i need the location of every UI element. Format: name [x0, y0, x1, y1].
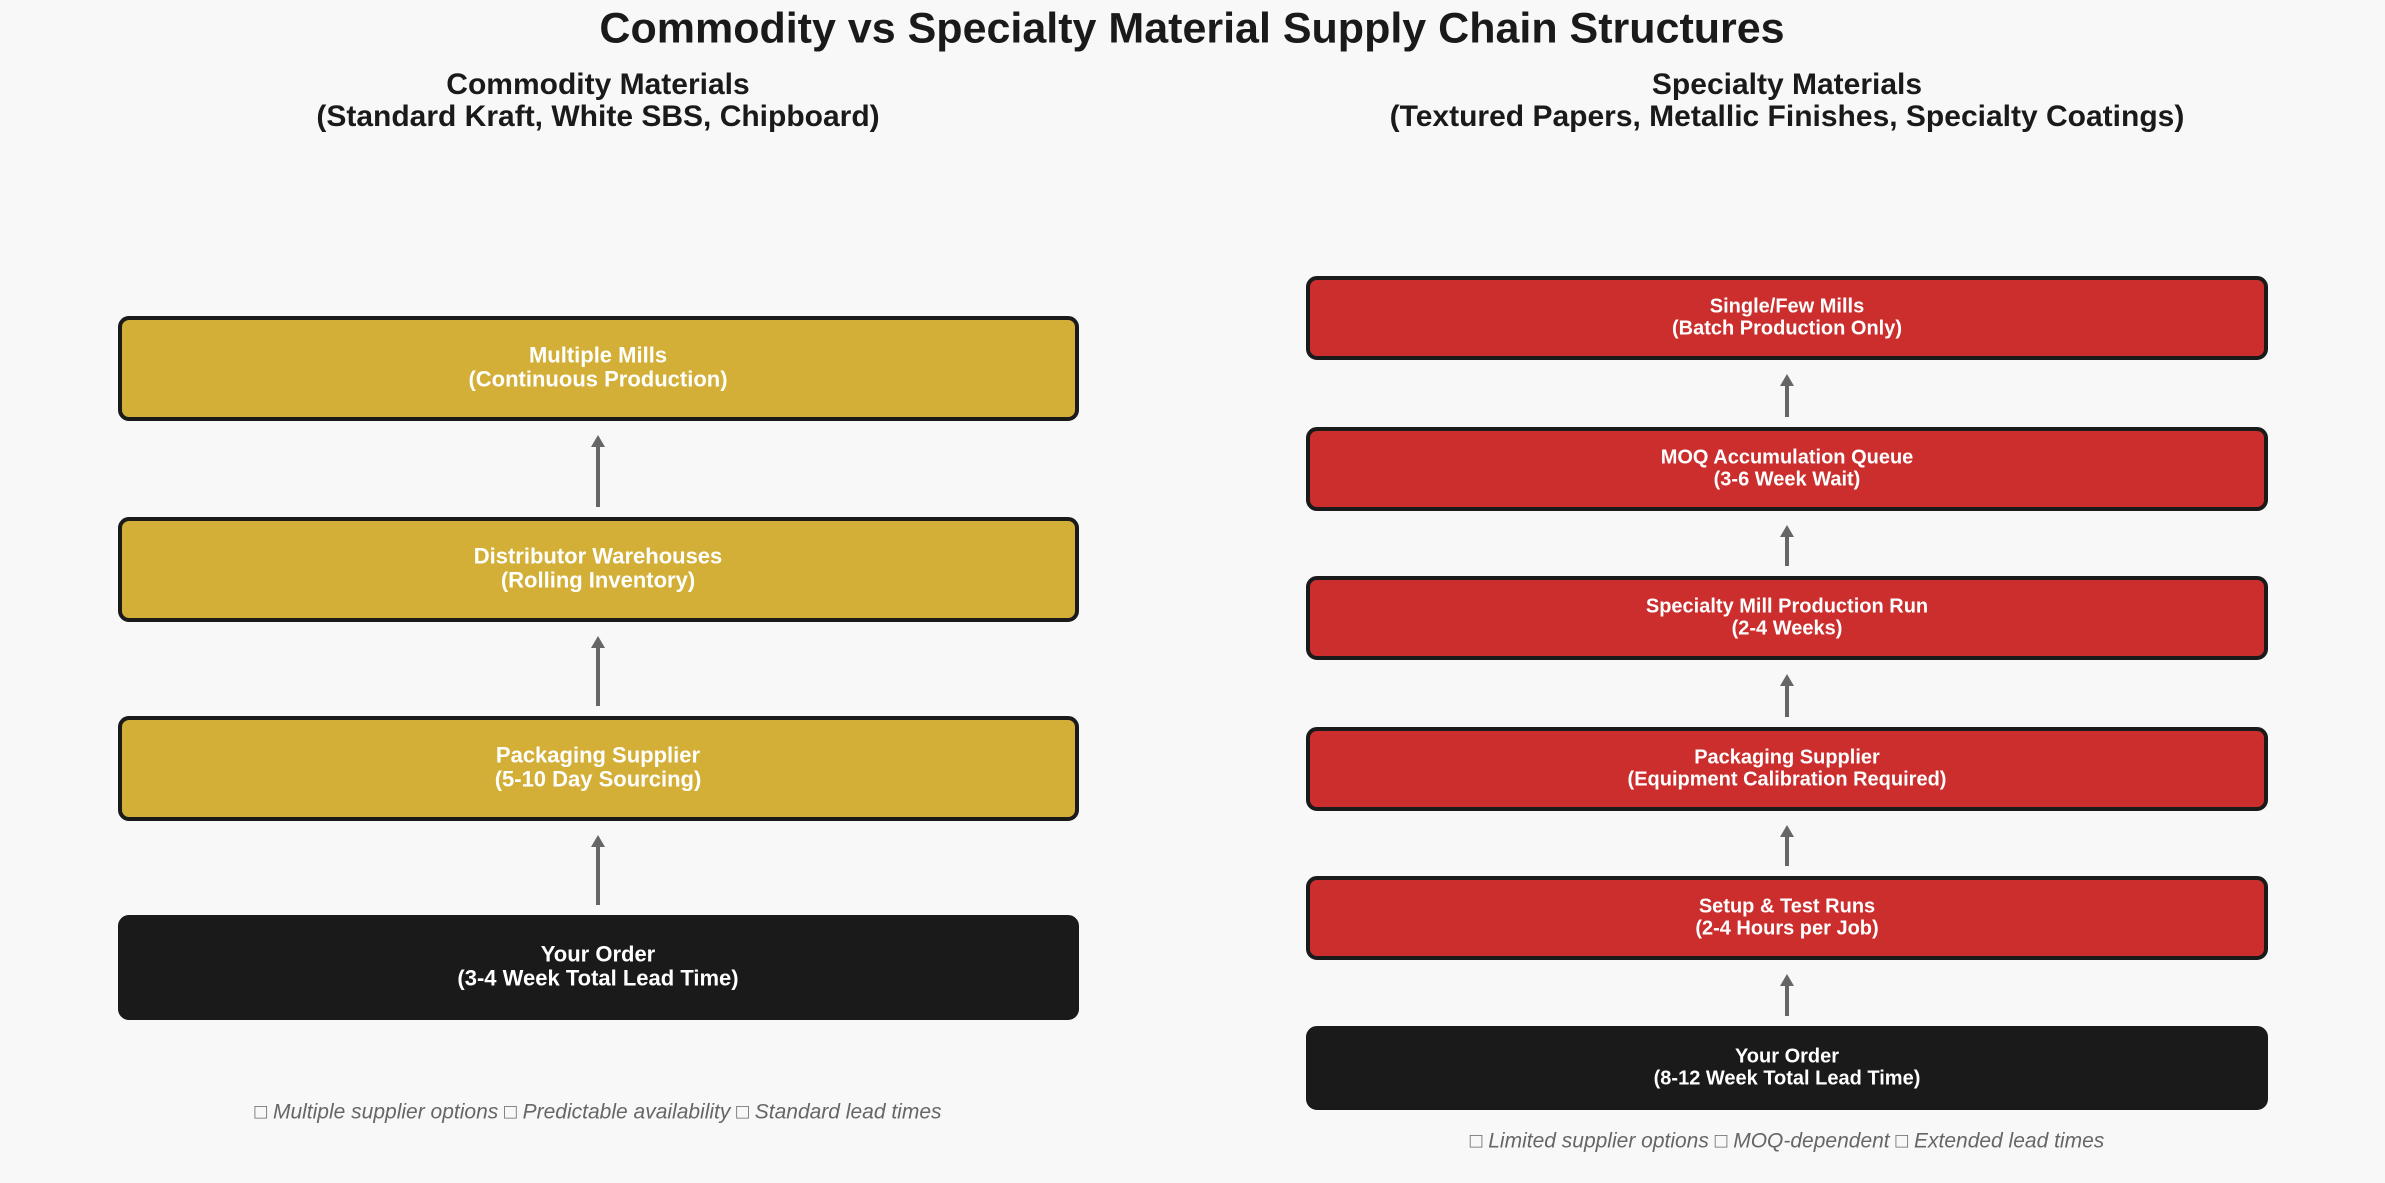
arrow-head [1780, 674, 1794, 686]
node-label: Packaging Supplier [1694, 746, 1880, 768]
node-box [1306, 876, 2268, 960]
node-label: (2-4 Weeks) [1732, 617, 1843, 639]
node-label: (5-10 Day Sourcing) [495, 766, 702, 791]
node-label: Setup & Test Runs [1699, 895, 1875, 917]
panel-title: (Standard Kraft, White SBS, Chipboard) [316, 100, 879, 133]
node-label: Multiple Mills [529, 342, 667, 367]
arrow-head [1780, 374, 1794, 386]
arrow-head [591, 636, 605, 648]
arrow-head [1780, 825, 1794, 837]
panel-title: Commodity Materials [446, 68, 749, 101]
arrow-head [1780, 525, 1794, 537]
node-label: (3-4 Week Total Lead Time) [457, 965, 738, 990]
node-label: (Equipment Calibration Required) [1628, 768, 1947, 790]
node-box [1306, 276, 2268, 360]
node-label: (Batch Production Only) [1672, 317, 1902, 339]
node-label: Specialty Mill Production Run [1646, 595, 1928, 617]
node-box [118, 316, 1079, 421]
node-label: Your Order [1735, 1045, 1839, 1067]
node-box [1306, 576, 2268, 660]
node-label: Single/Few Mills [1710, 295, 1864, 317]
node-box [1306, 427, 2268, 511]
node-label: (8-12 Week Total Lead Time) [1654, 1067, 1921, 1089]
node-label: (Continuous Production) [468, 366, 727, 391]
node-label: (Rolling Inventory) [501, 567, 695, 592]
node-label: (2-4 Hours per Job) [1695, 917, 1878, 939]
panel-title: (Textured Papers, Metallic Finishes, Spe… [1390, 100, 2185, 133]
node-label: MOQ Accumulation Queue [1661, 446, 1914, 468]
panel-footer: □ Multiple supplier options □ Predictabl… [254, 1101, 942, 1124]
panel-title: Specialty Materials [1652, 68, 1922, 101]
arrow-head [1780, 974, 1794, 986]
node-box [1306, 727, 2268, 811]
arrow-head [591, 435, 605, 447]
panel-footer: □ Limited supplier options □ MOQ-depende… [1470, 1130, 2105, 1153]
node-box [118, 915, 1079, 1020]
diagram-title: Commodity vs Specialty Material Supply C… [599, 4, 1784, 52]
node-label: (3-6 Week Wait) [1714, 468, 1861, 490]
node-box [118, 517, 1079, 622]
arrow-head [591, 835, 605, 847]
node-box [118, 716, 1079, 821]
node-label: Distributor Warehouses [474, 543, 723, 568]
node-label: Packaging Supplier [496, 742, 701, 767]
node-box [1306, 1026, 2268, 1110]
node-label: Your Order [541, 941, 656, 966]
